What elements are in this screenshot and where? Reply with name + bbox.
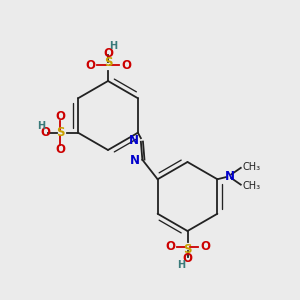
Text: S: S (56, 126, 65, 139)
Text: S: S (183, 243, 192, 256)
Text: O: O (121, 58, 131, 72)
Text: O: O (40, 126, 50, 139)
Text: CH₃: CH₃ (243, 162, 261, 172)
Text: N: N (128, 134, 139, 147)
Text: N: N (224, 170, 234, 183)
Text: H: H (109, 41, 118, 51)
Text: O: O (103, 47, 113, 61)
Text: H: H (177, 260, 186, 271)
Text: O: O (182, 252, 193, 266)
Text: N: N (130, 154, 140, 167)
Text: O: O (55, 143, 65, 156)
Text: H: H (38, 121, 46, 131)
Text: S: S (104, 56, 112, 69)
Text: O: O (85, 58, 95, 72)
Text: CH₃: CH₃ (243, 181, 261, 191)
Text: O: O (55, 110, 65, 123)
Text: O: O (200, 240, 210, 254)
Text: O: O (165, 240, 175, 254)
